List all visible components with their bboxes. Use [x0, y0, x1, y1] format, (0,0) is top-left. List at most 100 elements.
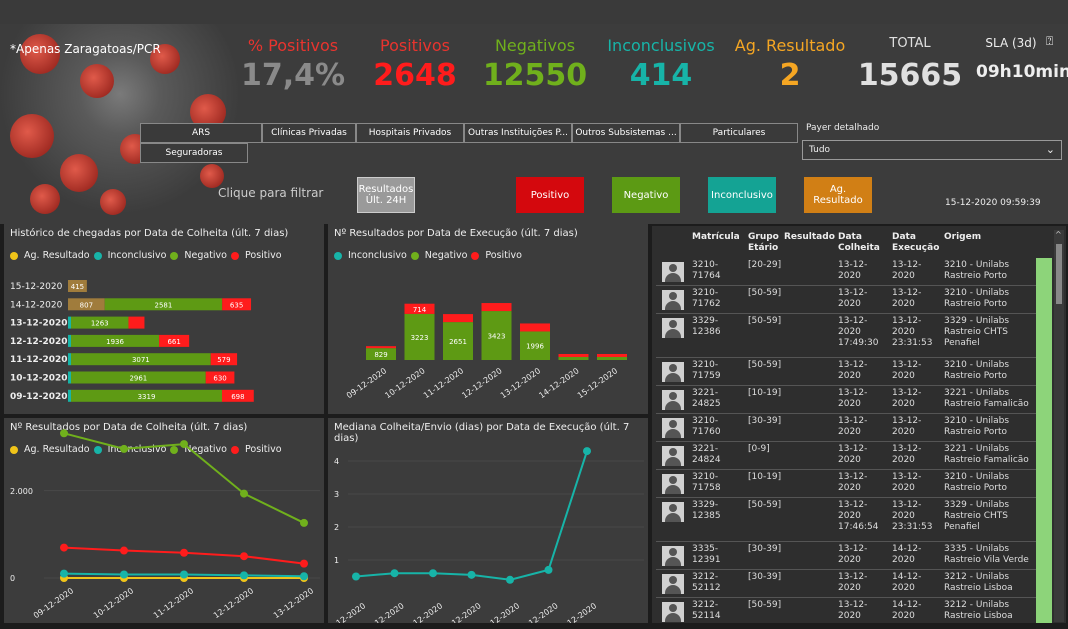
filter-negativo-button[interactable]: Negativo: [612, 177, 680, 213]
bar-segment: [222, 298, 252, 311]
bar-segment: [68, 334, 71, 347]
cell-ori: 3210 - Unilabs Rastreio Porto: [944, 288, 1010, 309]
legend-neg: Negativo: [424, 250, 468, 261]
legend-neg: Negativo: [184, 250, 227, 261]
bar-segment: [443, 314, 473, 323]
subtitle: *Apenas Zaragatoas/PCR: [10, 42, 161, 56]
scroll-thumb[interactable]: [1056, 244, 1062, 304]
series-line: [355, 450, 588, 581]
data-point: [300, 572, 308, 581]
table-row[interactable]: 3221-24825 [10-19] 13-12-2020 13-12-2020 322…: [656, 386, 1052, 414]
cell-grp: [30-39]: [748, 572, 782, 582]
status-bar: [1036, 442, 1052, 470]
cell-mat: 3212-52112: [692, 572, 721, 593]
data-point: [506, 575, 514, 584]
timestamp: 15-12-2020 09:59:39: [945, 198, 1041, 208]
status-bar: [1036, 358, 1052, 386]
help-icon[interactable]: ⍰: [1046, 34, 1054, 48]
data-point: [300, 559, 308, 568]
cell-dc: 13-12-2020: [838, 600, 868, 621]
x-tick-label: 13-12-2020: [478, 601, 521, 623]
filter-positivo-button[interactable]: Positivo: [516, 177, 584, 213]
table-row[interactable]: 3212-52114 [50-59] 13-12-2020 14-12-2020 321…: [656, 598, 1052, 623]
data-point: [390, 569, 399, 578]
y-tick-label: 4: [334, 457, 339, 466]
data-point: [352, 572, 360, 581]
cell-de: 13-12-2020: [892, 260, 922, 281]
legend-neg: Negativo: [184, 444, 227, 455]
cell-grp: [50-59]: [748, 360, 782, 370]
table-row[interactable]: 3210-71760 [30-39] 13-12-2020 13-12-2020 321…: [656, 414, 1052, 442]
table-row[interactable]: 3210-71759 [50-59] 13-12-2020 13-12-2020 321…: [656, 358, 1052, 386]
filter-button[interactable]: Clínicas Privadas: [262, 123, 356, 143]
table-row[interactable]: 3221-24824 [0-9] 13-12-2020 13-12-2020 3221 …: [656, 442, 1052, 470]
table-row[interactable]: 3329-12385 [50-59] 13-12-2020 17:46:54 13-1…: [656, 498, 1052, 542]
table-row[interactable]: 3212-52112 [30-39] 13-12-2020 14-12-2020 321…: [656, 570, 1052, 598]
scrollbar[interactable]: ^: [1054, 230, 1064, 622]
avatar-icon: [662, 290, 684, 310]
cell-ori: 3210 - Unilabs Rastreio Porto: [944, 260, 1010, 281]
column-header[interactable]: Grupo Etário: [748, 232, 779, 253]
data-point: [240, 571, 248, 580]
cell-ori: 3212 - Unilabs Rastreio Lisboa: [944, 600, 1013, 621]
cell-mat: 3329-12385: [692, 500, 721, 521]
chart-results-harvest-panel: Nº Resultados por Data de Colheita (últ.…: [4, 418, 324, 623]
table-row[interactable]: 3210-71764 [20-29] 13-12-2020 13-12-2020 321…: [656, 258, 1052, 286]
status-bar: [1036, 386, 1052, 414]
data-label: 714: [413, 306, 427, 314]
chart4-svg: 4 3 2 1 09-12-202010-12-202011-12-202012-12-…: [328, 447, 644, 623]
y-tick-label: 2: [334, 523, 339, 532]
table-row[interactable]: 3210-71762 [50-59] 13-12-2020 13-12-2020 321…: [656, 286, 1052, 314]
scroll-up-icon[interactable]: ^: [1055, 230, 1062, 239]
status-bar: [1036, 258, 1052, 286]
filter-button[interactable]: Hospitais Privados: [356, 123, 464, 143]
table-row[interactable]: 3329-12386 [50-59] 13-12-2020 17:49:30 13-1…: [656, 314, 1052, 358]
filter-agresultado-button[interactable]: Ag. Resultado: [804, 177, 872, 213]
column-header[interactable]: Resultado: [784, 232, 835, 242]
cell-de: 13-12-2020: [892, 388, 922, 409]
x-tick-label: 10-12-2020: [383, 366, 426, 400]
payer-dropdown[interactable]: Tudo ⌄: [802, 140, 1062, 160]
data-label: 1263: [91, 320, 109, 328]
column-header[interactable]: Data Colheita: [838, 232, 880, 253]
data-point: [180, 548, 188, 557]
table-row[interactable]: 3335-12391 [30-39] 13-12-2020 14-12-2020 333…: [656, 542, 1052, 570]
data-label: 807: [80, 301, 93, 309]
bar-segment: [222, 389, 254, 402]
cell-grp: [10-19]: [748, 388, 782, 398]
table-row[interactable]: 3210-71758 [10-19] 13-12-2020 13-12-2020 321…: [656, 470, 1052, 498]
bar-segment: [68, 389, 71, 402]
filter-inconclusivo-button[interactable]: Inconclusivo: [708, 177, 776, 213]
data-label: 1996: [526, 343, 544, 351]
column-header[interactable]: Matrícula: [692, 232, 740, 242]
cell-de: 14-12-2020: [892, 544, 922, 565]
results-24h-button[interactable]: Resultados Últ. 24H: [357, 177, 415, 213]
payer-label: Payer detalhado: [806, 123, 880, 133]
filter-button[interactable]: Seguradoras: [140, 143, 248, 163]
y-tick-label: 12-12-2020: [10, 337, 68, 347]
filter-button[interactable]: Particulares: [680, 123, 798, 143]
filter-button[interactable]: ARS: [140, 123, 262, 143]
bar-segment: [104, 298, 223, 311]
cell-de: 13-12-2020 23:31:53: [892, 316, 933, 348]
y-tick-label: 0: [10, 574, 15, 583]
data-label: 2581: [155, 301, 173, 309]
y-tick-label: 11-12-2020: [10, 355, 68, 365]
x-tick-label: 11-12-2020: [401, 601, 444, 623]
chart2-legend: Inconclusivo Negativo Positivo: [334, 250, 522, 261]
data-point: [429, 569, 437, 578]
chart1-legend: Ag. Resultado Inconclusivo Negativo Posi…: [10, 250, 282, 261]
column-header[interactable]: Data Execução: [892, 232, 940, 253]
avatar-icon: [662, 546, 684, 566]
cell-mat: 3335-12391: [692, 544, 721, 565]
chart-results-exec-panel: Nº Resultados por Data de Execução (últ.…: [328, 224, 648, 414]
kpi-value: 2648: [373, 58, 457, 93]
avatar-icon: [662, 474, 684, 494]
column-header[interactable]: Origem: [944, 232, 982, 242]
bar-segment: [520, 331, 550, 360]
cell-de: 13-12-2020: [892, 288, 922, 309]
cell-dc: 13-12-2020: [838, 472, 868, 493]
bar-segment: [159, 334, 190, 347]
filter-button[interactable]: Outros Subsistemas ...: [572, 123, 680, 143]
filter-button[interactable]: Outras Instituições P...: [464, 123, 572, 143]
